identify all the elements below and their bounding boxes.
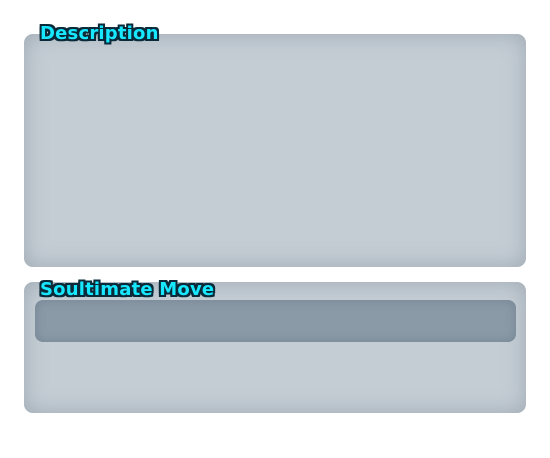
description-panel — [24, 34, 526, 267]
soultimate-move-bar — [35, 300, 516, 342]
soultimate-panel — [24, 282, 526, 413]
soultimate-title: Soultimate Move — [40, 279, 215, 300]
description-title: Description — [40, 23, 159, 44]
